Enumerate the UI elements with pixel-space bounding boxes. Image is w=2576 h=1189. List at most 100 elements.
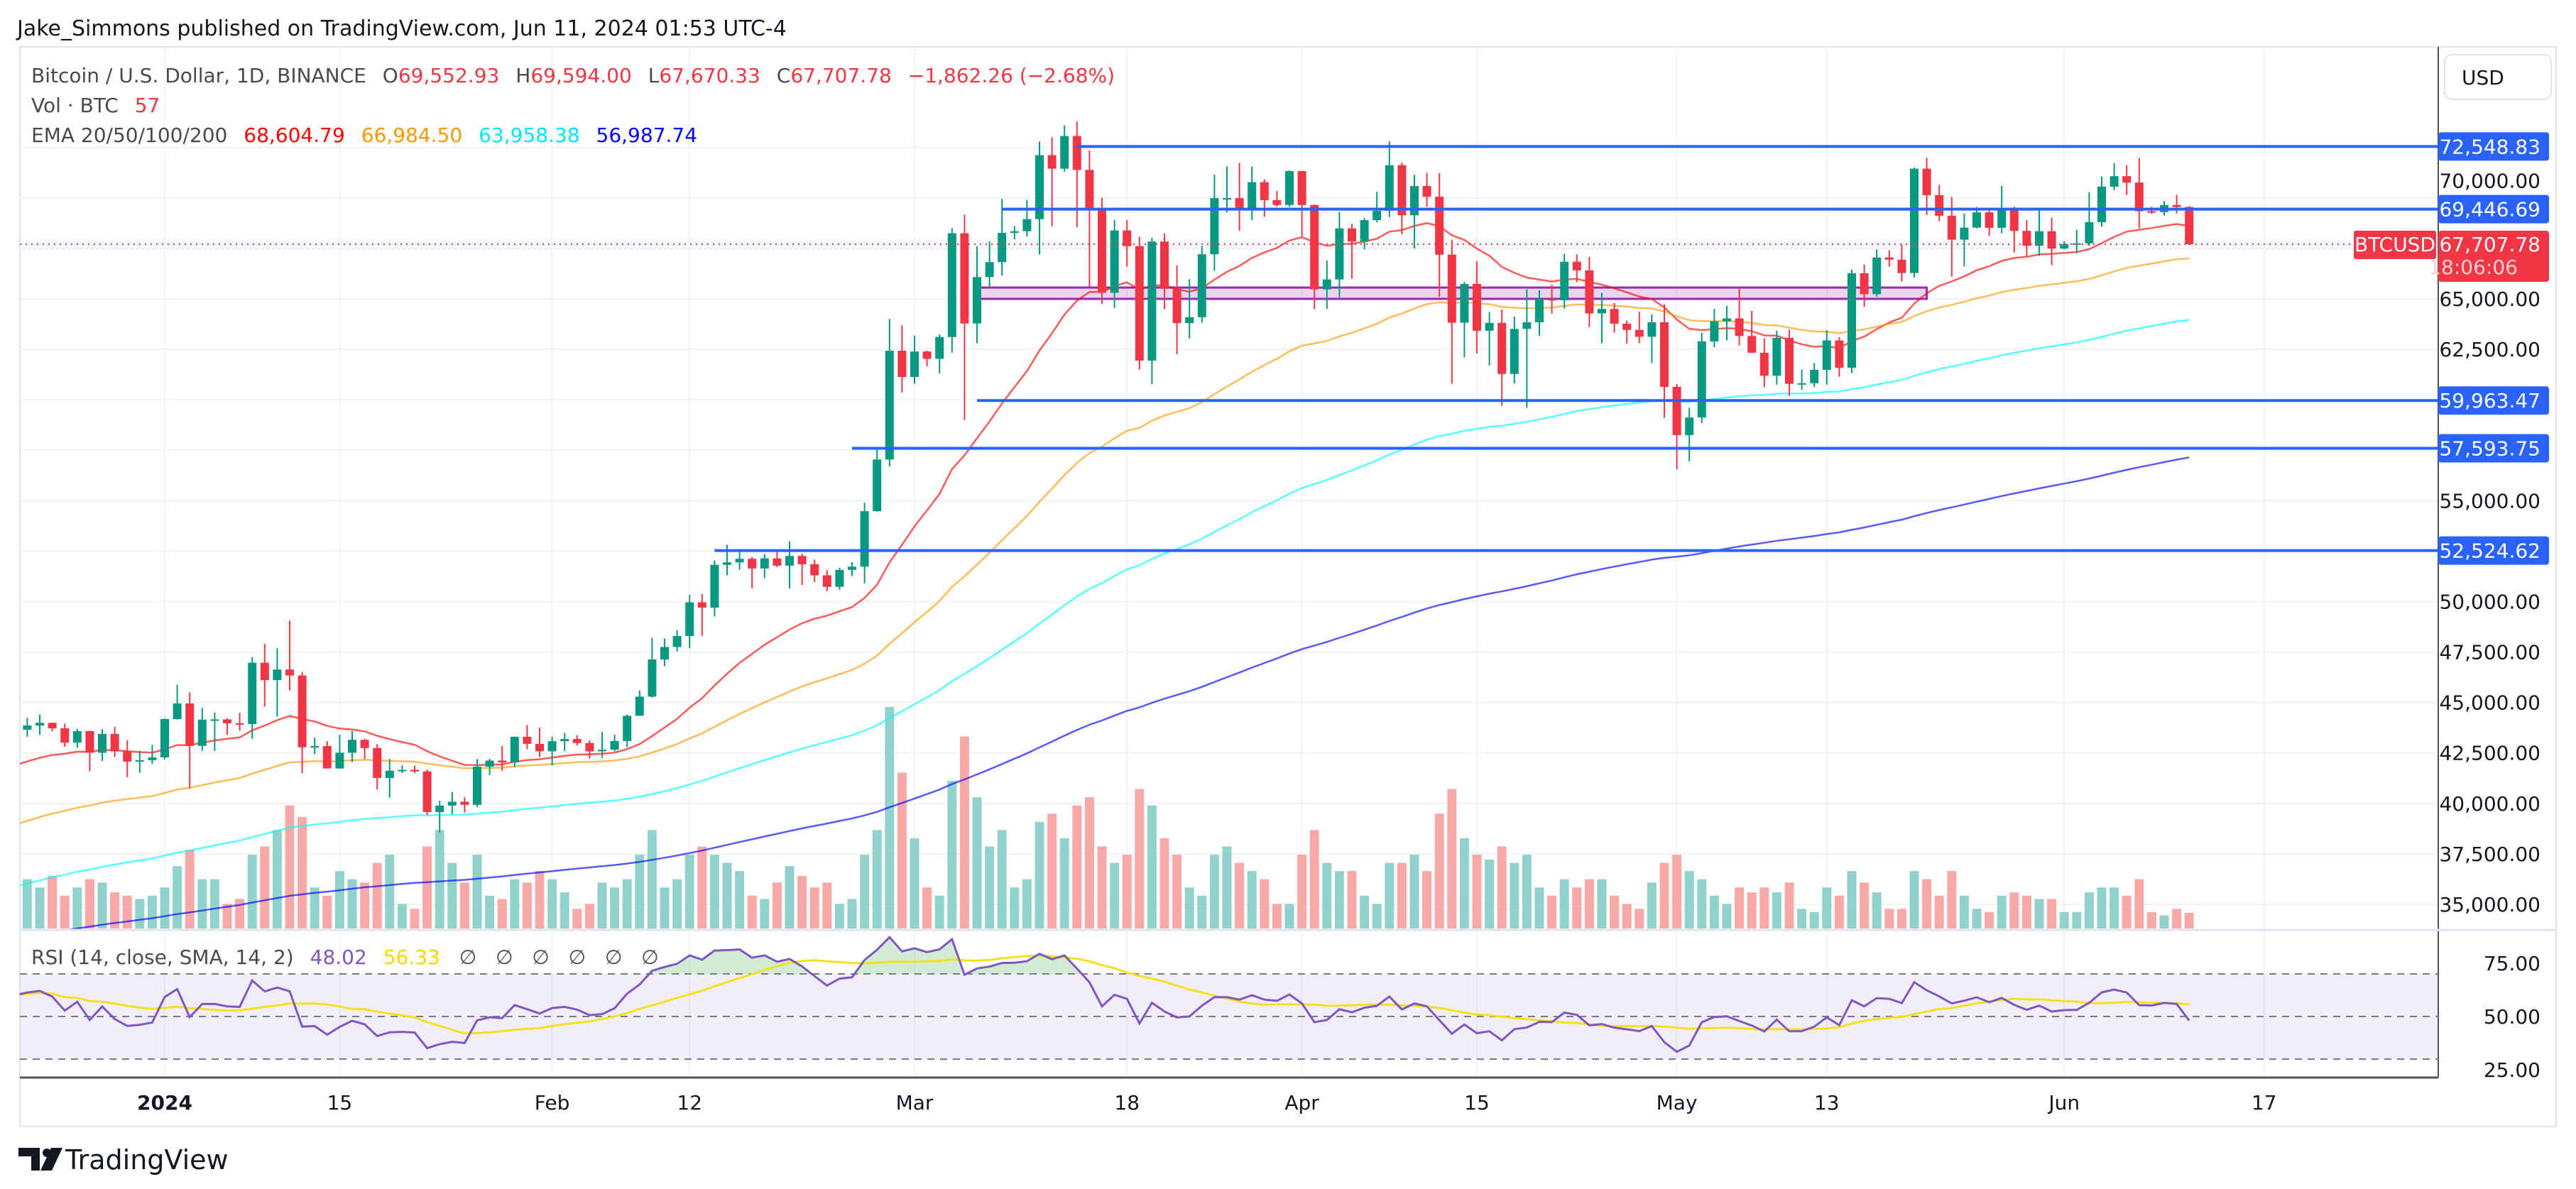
candle (1285, 170, 1294, 207)
candle (335, 735, 344, 769)
candle-body (873, 459, 882, 512)
volume-bar (2122, 895, 2132, 928)
price-axis[interactable]: 70,000.00 65,000.00 62,500.00 55,000.00 50,0… (2428, 132, 2549, 916)
ema20-line (20, 222, 2190, 767)
candle-body (1435, 197, 1444, 255)
time-tick-label: 15 (327, 1091, 353, 1114)
volume-bar (1284, 904, 1294, 928)
candle-body (1447, 254, 1456, 323)
volume-bar (572, 909, 582, 928)
volume-bar (1896, 909, 1906, 928)
volume-legend[interactable]: Vol · BTC 57 (31, 94, 160, 117)
candle-body (1884, 257, 1894, 260)
candle (660, 638, 669, 667)
currency-label: USD (2462, 66, 2504, 89)
candle (1810, 363, 1819, 388)
volume-bar (1697, 879, 1707, 928)
candle-body (1772, 337, 1781, 376)
candle-body (1610, 309, 1619, 324)
candle (1522, 289, 1532, 408)
candle-body (973, 277, 981, 324)
rsi-line (20, 936, 2190, 1053)
rsi-na-value: ∅ (605, 946, 622, 969)
candle-body (135, 760, 144, 762)
volume-bar (1334, 871, 1344, 928)
symbol-legend[interactable]: Bitcoin / U.S. Dollar, 1D, BINANCE O69,5… (31, 64, 1115, 87)
published-header: Jake_Simmons published on TradingView.co… (16, 16, 787, 41)
price-line-label: 72,548.83 (2439, 135, 2540, 158)
candle (1497, 309, 1507, 406)
candle (1510, 317, 1519, 384)
current-price-label: 67,707.78 (2439, 233, 2540, 256)
candle (598, 732, 606, 758)
volume-bar (1209, 855, 1219, 928)
candle-body (235, 723, 244, 725)
rsi-sma-line (20, 954, 2190, 1035)
candle-body (1010, 231, 1019, 234)
volume-bar (247, 855, 257, 928)
candle-body (1497, 322, 1507, 374)
symbol-tag (2354, 231, 2436, 260)
volume-bar (1159, 838, 1169, 928)
volume-bar (2146, 911, 2156, 928)
candle-body (1759, 352, 1769, 376)
ema-legend[interactable]: EMA 20/50/100/200 68,604.79 66,984.50 63… (31, 124, 697, 147)
candle-body (648, 659, 657, 697)
volume-bar (959, 736, 969, 928)
volume-bar (1684, 871, 1694, 928)
candle-body (2122, 176, 2132, 183)
currency-button[interactable] (2444, 54, 2552, 100)
price-line-label: 57,593.75 (2439, 437, 2540, 461)
candle-body (285, 669, 294, 676)
current-price-label-bg (2438, 231, 2549, 283)
candle-body (1947, 215, 1956, 240)
horizontal-price-lines[interactable] (714, 145, 2438, 552)
candle (2072, 229, 2081, 253)
candle-body (998, 233, 1007, 263)
volume-bar (97, 882, 107, 928)
candle-body (1135, 246, 1144, 361)
candle-body (1672, 386, 1681, 435)
candle (672, 630, 682, 652)
candle (1035, 141, 1044, 255)
candle (1272, 190, 1282, 207)
candle-body (1522, 322, 1532, 329)
candle-body (985, 262, 994, 278)
candle (1848, 269, 1856, 373)
low-value: 67,670.33 (659, 64, 760, 87)
candle (1147, 237, 1157, 384)
candle (422, 769, 432, 815)
volume-bar (1084, 797, 1094, 928)
candle-body (797, 556, 807, 564)
candle (1248, 166, 1257, 221)
rsi-tick-label: 50.00 (2484, 1005, 2540, 1029)
ema-label: EMA 20/50/100/200 (31, 124, 227, 147)
candle (1922, 158, 1931, 215)
tradingview-brand: TradingView (65, 1144, 229, 1176)
candle-body (822, 575, 831, 587)
candle (1022, 199, 1032, 237)
candle-body (398, 769, 407, 772)
candle (547, 737, 557, 766)
candle (1972, 207, 1981, 229)
rsi-na-value: ∅ (569, 946, 586, 969)
candle (1935, 185, 1944, 221)
candle-body (910, 351, 919, 378)
candle-body (98, 733, 107, 753)
rsi-legend[interactable]: RSI (14, close, SMA, 14, 2) 48.02 56.33 … (31, 946, 659, 969)
candle-body (748, 559, 757, 569)
candle (1397, 163, 1407, 235)
time-axis[interactable]: 2024 15 Feb 12 Mar 18 Apr 15 May 13 Jun 17 (137, 1091, 2277, 1114)
candle-body (2060, 243, 2069, 249)
tradingview-logo[interactable]: TradingView (18, 1144, 229, 1176)
volume-bar (860, 855, 870, 928)
volume-bar (1972, 909, 1982, 928)
candle-body (1072, 136, 1081, 170)
candle-body (36, 723, 44, 726)
candle (773, 551, 782, 567)
time-tick-label: 18 (1114, 1091, 1140, 1114)
candle (2134, 158, 2144, 229)
volume-bar (235, 899, 245, 928)
rsi-na-value: ∅ (532, 946, 549, 969)
